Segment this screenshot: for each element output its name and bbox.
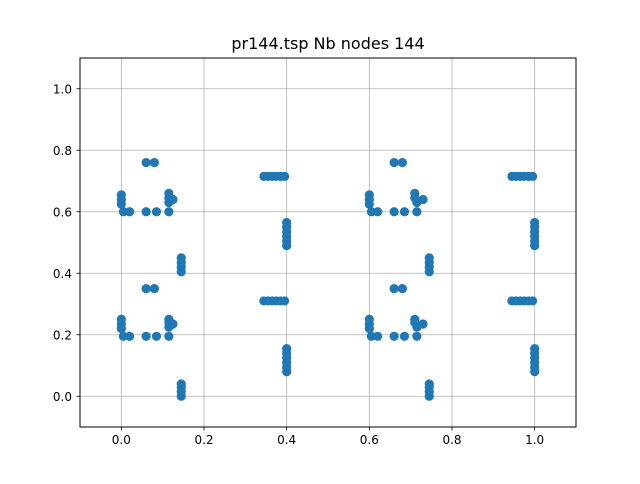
data-point (141, 331, 151, 341)
data-point (373, 207, 383, 217)
axis-ticks: 0.0 0.2 0.4 0.6 0.8 1.0 0.0 0.2 0.4 0.6 0.8 1.0 (53, 82, 544, 447)
x-tick-label: 0.4 (277, 433, 296, 447)
y-tick-label: 0.0 (53, 390, 72, 404)
axes-frame (79, 57, 577, 428)
y-tick-label: 0.8 (53, 144, 72, 158)
data-point (176, 267, 186, 277)
data-point (141, 207, 151, 217)
data-point (528, 171, 538, 181)
data-point (141, 157, 151, 168)
data-point (364, 199, 374, 209)
data-point (530, 367, 540, 377)
data-point (389, 331, 399, 341)
x-tick-label: 0.8 (442, 433, 461, 447)
y-tick-label: 0.4 (53, 267, 72, 281)
data-point (168, 194, 178, 205)
data-point (418, 319, 428, 329)
data-point (116, 324, 126, 334)
data-point (149, 157, 159, 168)
data-point (424, 391, 434, 401)
data-point (530, 240, 540, 251)
data-point (164, 331, 174, 341)
data-point (280, 296, 290, 306)
y-tick-label: 1.0 (53, 82, 72, 96)
x-tick-label: 0.6 (360, 433, 379, 447)
data-point (389, 284, 399, 294)
data-point (282, 240, 292, 251)
data-point (151, 331, 162, 341)
data-point (528, 296, 538, 306)
data-point (373, 331, 383, 341)
data-point (151, 207, 162, 217)
data-point (364, 324, 374, 334)
chart-title: pr144.tsp Nb nodes 144 (231, 34, 424, 53)
data-point (389, 207, 399, 217)
data-point (418, 194, 428, 205)
y-tick-label: 0.6 (53, 205, 72, 219)
x-tick-label: 0.0 (112, 433, 131, 447)
data-point (424, 267, 434, 277)
data-point (149, 284, 159, 294)
data-point (141, 284, 151, 294)
data-point (125, 331, 135, 341)
data-point (399, 207, 410, 217)
data-point (125, 207, 135, 217)
data-point (389, 157, 399, 168)
x-tick-label: 0.2 (194, 433, 213, 447)
data-point (168, 319, 178, 329)
x-tick-label: 1.0 (525, 433, 544, 447)
data-point (397, 284, 407, 294)
data-point (176, 391, 186, 401)
data-point (282, 367, 292, 377)
data-point (116, 199, 126, 209)
data-points (116, 157, 540, 401)
data-point (397, 157, 407, 168)
y-tick-label: 0.2 (53, 328, 72, 342)
data-point (412, 207, 422, 217)
data-point (280, 171, 290, 181)
data-point (399, 331, 410, 341)
data-point (412, 331, 422, 341)
data-point (164, 207, 174, 217)
